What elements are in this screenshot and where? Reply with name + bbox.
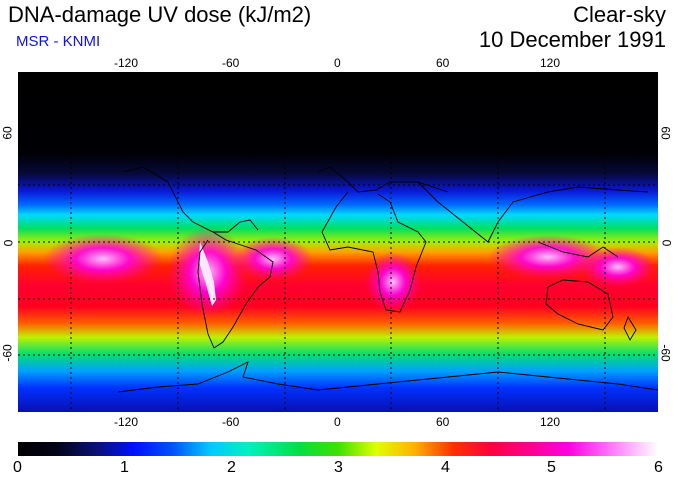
scale-value: 4 <box>441 459 450 476</box>
date-label: 10 December 1991 <box>478 27 666 52</box>
top-lon-tick: 60 <box>436 56 450 70</box>
andes-peak-dose <box>199 242 216 306</box>
top-lon-tick: -120 <box>114 56 139 70</box>
scale-value: 0 <box>13 459 22 476</box>
coastlines <box>117 166 658 393</box>
left-lat-tick: 0 <box>1 239 16 247</box>
left-lat-tick: 60 <box>0 126 15 140</box>
bottom-lon-tick: 60 <box>436 415 450 429</box>
map-title: DNA-damage UV dose (kJ/m2) <box>8 2 312 27</box>
scale-value: 1 <box>120 459 129 476</box>
right-lat-tick: 60 <box>658 126 673 140</box>
scale-value: 2 <box>227 459 236 476</box>
graticule <box>18 72 658 412</box>
right-lat-tick: -60 <box>658 344 673 362</box>
top-lon-tick: 0 <box>334 56 341 70</box>
bottom-lon-tick: 120 <box>540 415 561 429</box>
uv-dose-map <box>18 72 658 412</box>
right-lat-tick: 0 <box>659 239 674 247</box>
uv-dose-field <box>18 72 658 412</box>
sky-condition-label: Clear-sky <box>573 2 666 27</box>
scale-value: 5 <box>547 459 556 476</box>
high-dose-patch <box>233 237 313 281</box>
source-label: MSR - KNMI <box>16 33 101 50</box>
bottom-lon-tick: -60 <box>222 415 240 429</box>
high-dose-patch <box>580 247 656 287</box>
bottom-lon-tick: 0 <box>334 415 341 429</box>
top-lon-tick: 120 <box>540 56 561 70</box>
left-lat-tick: -60 <box>0 344 15 362</box>
top-lon-tick: -60 <box>222 56 240 70</box>
color-scale-bar <box>18 442 658 456</box>
scale-value: 6 <box>654 459 663 476</box>
bottom-lon-tick: -120 <box>114 415 139 429</box>
high-dose-patch <box>365 252 421 312</box>
high-dose-patch <box>43 234 163 284</box>
high-dose-patch <box>488 235 608 279</box>
scale-value: 3 <box>334 459 343 476</box>
